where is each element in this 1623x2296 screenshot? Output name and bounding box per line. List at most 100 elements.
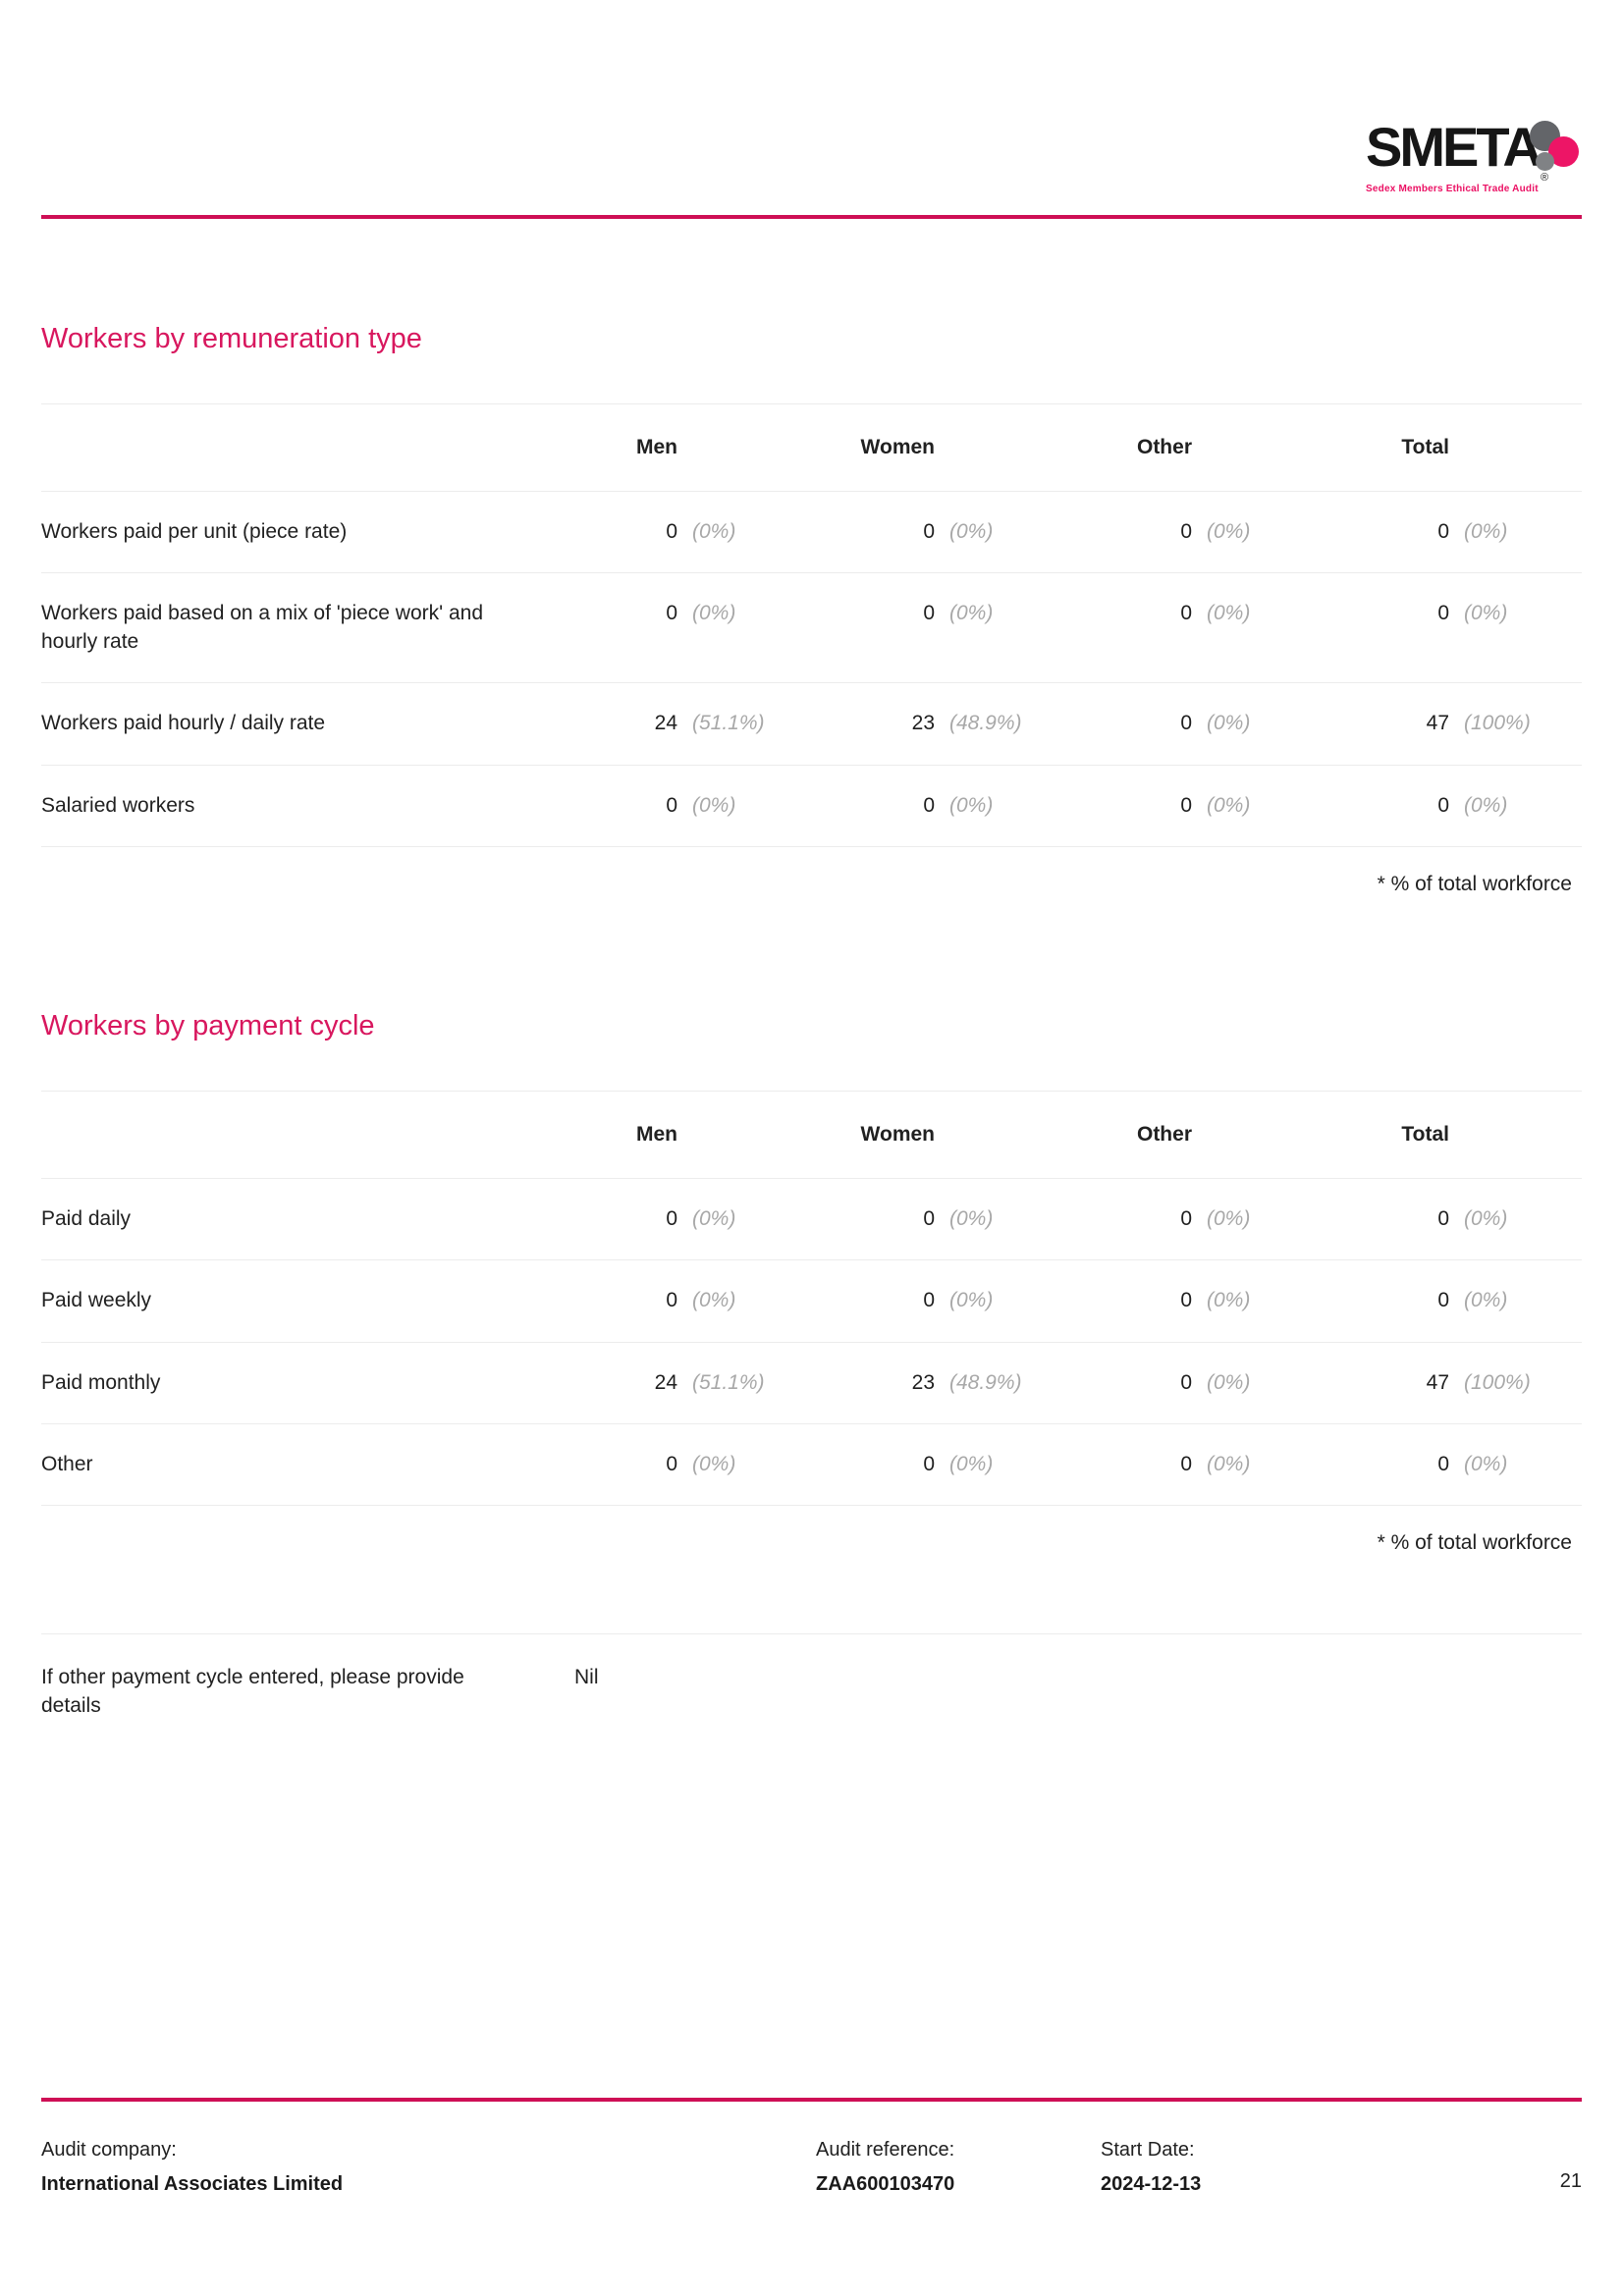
other-payment-cycle-question: If other payment cycle entered, please p…	[41, 1633, 1582, 1749]
cell-value: 0	[1437, 1289, 1449, 1312]
page-content: Workers by remuneration type Men Women O…	[41, 0, 1582, 1749]
footer-divider	[41, 2098, 1582, 2102]
cell-percent: (48.9%)	[949, 712, 1022, 735]
cell-value: 0	[923, 1453, 935, 1476]
page-footer: Audit company: International Associates …	[41, 2098, 1582, 2221]
cell-value: 0	[1437, 1453, 1449, 1476]
cell-percent: (0%)	[692, 793, 736, 817]
cell-percent: (0%)	[692, 1289, 736, 1312]
cell-percent: (0%)	[1207, 1207, 1251, 1230]
cell-other: 0 (0%)	[1067, 792, 1325, 820]
cell-value: 0	[923, 793, 935, 817]
cell-value: 0	[1180, 1207, 1192, 1230]
cell-women: 0 (0%)	[810, 518, 1067, 546]
cell-value: 47	[1426, 712, 1449, 735]
cell-men: 0 (0%)	[553, 1451, 810, 1478]
row-label: Paid daily	[41, 1207, 132, 1230]
logo-tagline: Sedex Members Ethical Trade Audit	[1366, 184, 1539, 194]
cell-value: 24	[654, 1370, 677, 1394]
cell-total: 47 (100%)	[1325, 1369, 1582, 1397]
cell-other: 0 (0%)	[1067, 1205, 1325, 1233]
header-pct-spacer	[1449, 434, 1582, 461]
cell-other: 0 (0%)	[1067, 518, 1325, 546]
cell-value: 0	[1437, 602, 1449, 625]
cell-men: 0 (0%)	[553, 792, 810, 820]
cell-value: 47	[1426, 1370, 1449, 1394]
column-header-label: Other	[1136, 1122, 1192, 1146]
header-divider	[41, 215, 1582, 219]
cell-value: 0	[1180, 520, 1192, 544]
cell-percent: (0%)	[1207, 520, 1251, 544]
remuneration-table: Men Women Other Total Workers paid per u…	[41, 402, 1582, 896]
cell-percent: (0%)	[1207, 793, 1251, 817]
smeta-wordmark: SMETA	[1366, 116, 1542, 178]
cell-percent: (51.1%)	[692, 1370, 765, 1394]
cell-women: 0 (0%)	[810, 792, 1067, 820]
column-header-other: Other	[1067, 434, 1325, 461]
payment-cycle-table: Men Women Other Total Paid daily 0 (0%) 0…	[41, 1090, 1582, 1556]
question-answer: Nil	[574, 1666, 599, 1689]
cell-women: 0 (0%)	[810, 1205, 1067, 1233]
cell-value: 0	[1180, 1370, 1192, 1394]
table-header-row: Men Women Other Total	[41, 402, 1582, 491]
row-label: Paid weekly	[41, 1289, 152, 1312]
question-label: If other payment cycle entered, please p…	[41, 1666, 464, 1717]
cell-other: 0 (0%)	[1067, 1451, 1325, 1478]
footer-audit-reference: Audit reference: ZAA600103470	[816, 2139, 954, 2196]
cell-percent: (0%)	[692, 1453, 736, 1476]
cell-percent: (0%)	[949, 1453, 994, 1476]
cell-other: 0 (0%)	[1067, 1369, 1325, 1397]
column-header-women: Women	[810, 434, 1067, 461]
cell-percent: (0%)	[1207, 1453, 1251, 1476]
row-label: Paid monthly	[41, 1370, 161, 1394]
cell-percent: (100%)	[1464, 712, 1531, 735]
cell-men: 24 (51.1%)	[553, 710, 810, 737]
column-header-total: Total	[1325, 434, 1582, 461]
table-header-row: Men Women Other Total	[41, 1090, 1582, 1178]
cell-value: 0	[666, 602, 677, 625]
cell-value: 23	[911, 712, 935, 735]
cell-total: 0 (0%)	[1325, 792, 1582, 820]
cell-value: 0	[923, 520, 935, 544]
cell-value: 0	[1180, 793, 1192, 817]
footer-start-date: Start Date: 2024-12-13	[1101, 2139, 1201, 2196]
column-header-label: Women	[860, 435, 935, 458]
column-header-women: Women	[810, 1121, 1067, 1148]
cell-value: 0	[923, 602, 935, 625]
table-row: Paid daily 0 (0%) 0 (0%) 0 (0%) 0 (0%)	[41, 1178, 1582, 1259]
table-row: Workers paid per unit (piece rate) 0 (0%)…	[41, 491, 1582, 572]
header-pct-spacer	[1449, 1121, 1582, 1148]
cell-value: 0	[1180, 1453, 1192, 1476]
cell-value: 0	[1180, 712, 1192, 735]
cell-value: 0	[923, 1207, 935, 1230]
cell-women: 23 (48.9%)	[810, 710, 1067, 737]
cell-percent: (0%)	[1464, 520, 1508, 544]
column-header-label: Men	[636, 435, 677, 458]
row-label: Workers paid hourly / daily rate	[41, 712, 326, 735]
column-header-label: Total	[1401, 1122, 1449, 1146]
cell-percent: (0%)	[1207, 602, 1251, 625]
table-row: Paid monthly 24 (51.1%) 23 (48.9%) 0 (0%) 4…	[41, 1341, 1582, 1423]
section-title-remuneration: Workers by remuneration type	[41, 323, 422, 354]
section-title-payment-cycle: Workers by payment cycle	[41, 1009, 375, 1041]
column-header-men: Men	[553, 1121, 810, 1148]
cell-percent: (0%)	[1464, 1207, 1508, 1230]
cell-percent: (0%)	[1464, 1453, 1508, 1476]
cell-percent: (0%)	[1207, 1289, 1251, 1312]
audit-reference-label: Audit reference:	[816, 2139, 955, 2161]
column-header-label: Women	[860, 1122, 935, 1146]
cell-other: 0 (0%)	[1067, 710, 1325, 737]
audit-reference-value: ZAA600103470	[816, 2173, 955, 2195]
start-date-value: 2024-12-13	[1101, 2173, 1202, 2195]
row-label: Other	[41, 1453, 93, 1476]
cell-percent: (0%)	[949, 793, 994, 817]
audit-company-value: International Associates Limited	[41, 2173, 344, 2195]
header-pct-spacer	[677, 434, 810, 461]
cell-percent: (0%)	[949, 520, 994, 544]
cell-value: 0	[1437, 1207, 1449, 1230]
cell-total: 0 (0%)	[1325, 1205, 1582, 1233]
cell-percent: (48.9%)	[949, 1370, 1022, 1394]
cell-value: 0	[1437, 520, 1449, 544]
cell-percent: (0%)	[692, 1207, 736, 1230]
